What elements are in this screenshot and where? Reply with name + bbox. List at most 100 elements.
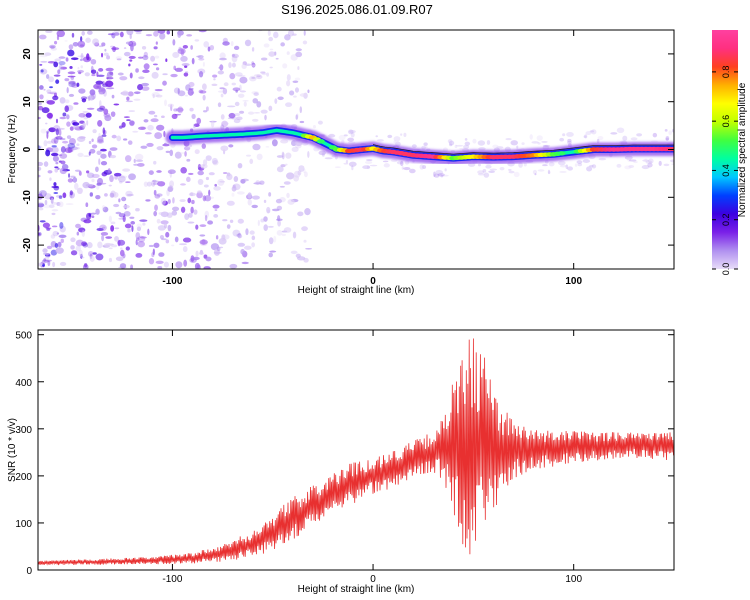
noise-blob [157,181,166,187]
spectrogram-y-label: Frequency (Hz) [7,115,18,184]
noise-blob [516,145,519,149]
noise-blob [127,91,134,97]
noise-blob [267,30,271,37]
noise-blob [158,252,165,257]
noise-blob [55,194,63,198]
noise-blob [86,53,90,61]
noise-blob [228,112,236,119]
noise-blob [75,245,81,252]
noise-blob [150,118,159,123]
noise-blob [197,190,202,194]
noise-blob [251,118,259,122]
noise-blob [64,99,70,104]
noise-blob [249,230,255,235]
noise-blob [123,51,131,57]
noise-blob [43,140,48,147]
noise-blob [644,158,648,162]
colorbar-tick-label: 0.4 [721,164,731,177]
noise-blob [48,127,56,133]
colorbar-tick-label: 0.2 [721,213,731,226]
noise-blob [65,57,69,62]
noise-blob [328,133,336,138]
noise-blob [172,39,176,46]
noise-blob [213,78,216,81]
noise-blob [464,141,471,146]
noise-blob [269,48,274,51]
noise-blob [263,224,268,231]
noise-blob [160,197,167,206]
noise-blob [220,145,229,152]
noise-blob [104,48,107,52]
noise-blob [68,93,75,97]
noise-blob [182,246,188,253]
noise-blob [229,263,238,269]
noise-blob [156,170,162,173]
noise-blob [117,72,124,76]
noise-blob [135,253,143,258]
noise-blob [171,210,178,216]
noise-blob [96,177,104,185]
x-tick-label: 100 [565,276,582,287]
y-tick-label: 10 [22,96,33,108]
noise-blob [41,259,49,264]
noise-blob [167,103,174,108]
snr-x-label: Height of straight line (km) [298,584,415,595]
noise-blob [198,89,204,94]
noise-blob [260,57,268,61]
noise-blob [138,56,144,59]
noise-blob [38,201,44,205]
noise-blob [39,55,48,58]
noise-blob [167,224,172,232]
snr-series-line [38,338,674,566]
noise-blob [57,127,65,130]
colorbar-tick-label: 0.0 [721,263,731,276]
noise-blob [567,138,572,143]
colorbar-tick-label: 0.6 [721,115,731,128]
noise-blob [110,221,116,225]
noise-blob [214,209,218,211]
noise-blob [64,78,70,82]
noise-blob [165,239,170,244]
noise-blob [365,160,373,164]
noise-blob [58,60,66,66]
noise-blob [153,160,157,165]
noise-blob [76,147,80,150]
noise-blob [200,163,208,169]
noise-blob [133,98,141,101]
noise-blob [41,107,50,114]
noise-blob [135,159,144,163]
noise-blob [52,95,59,101]
noise-blob [58,154,63,157]
noise-blob [213,251,222,254]
noise-blob [72,41,79,47]
noise-blob [485,164,492,169]
noise-blob [260,218,265,223]
y-tick-label: -10 [22,190,33,205]
noise-blob [66,114,70,120]
noise-blob [154,114,158,118]
noise-blob [101,52,104,58]
noise-blob [196,55,201,58]
noise-blob [96,107,105,112]
noise-blob [281,233,286,237]
noise-blob [59,116,67,120]
noise-blob [105,236,113,239]
noise-blob [77,69,84,73]
spectrogram-x-label: Height of straight line (km) [298,285,415,296]
noise-blob [170,73,178,78]
noise-blob [136,226,142,232]
noise-blob [265,146,270,148]
noise-blob [448,140,455,146]
noise-blob [76,82,80,87]
noise-blob [217,178,225,186]
noise-blob [183,259,188,267]
noise-blob [237,242,246,247]
noise-blob [275,198,283,204]
noise-blob [165,150,171,154]
noise-blob [82,111,89,114]
noise-blob [245,228,249,236]
noise-blob [171,113,178,119]
noise-blob [136,162,145,167]
noise-blob [307,89,310,94]
noise-blob [141,86,150,91]
